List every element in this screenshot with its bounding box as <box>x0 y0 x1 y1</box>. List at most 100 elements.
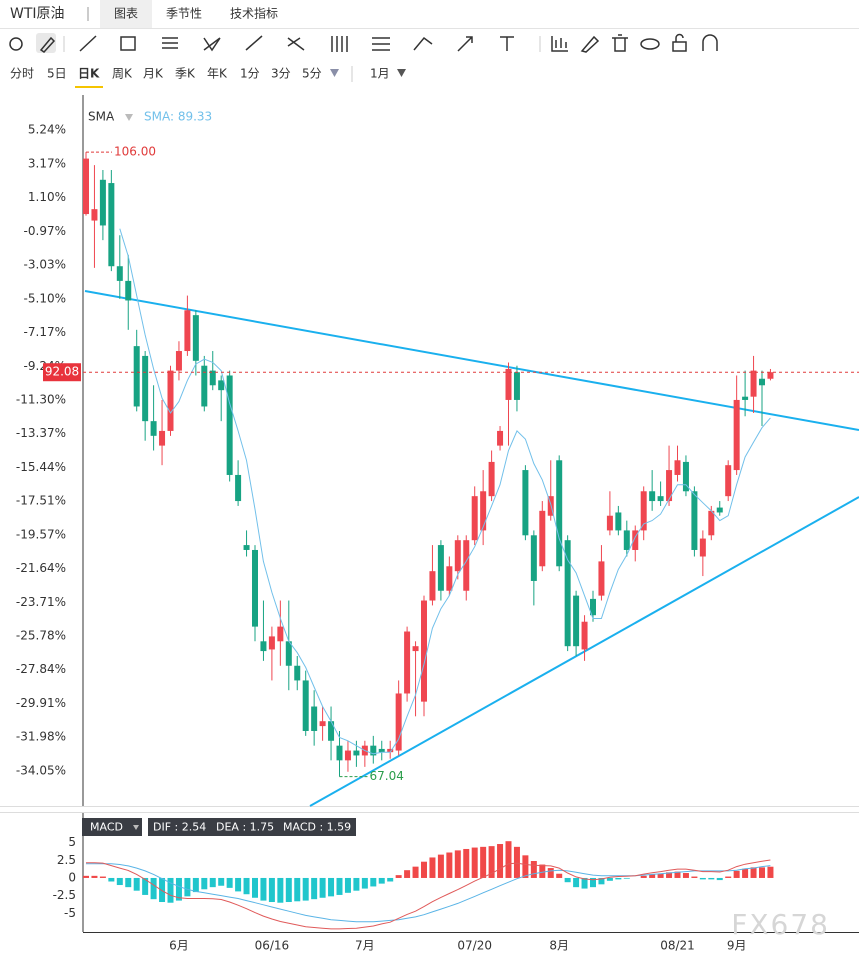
icon[interactable] <box>457 36 473 52</box>
period-option[interactable]: 周K <box>112 67 133 81</box>
tab[interactable]: 图表 <box>114 7 138 21</box>
candle-body <box>125 280 132 301</box>
dropdown-arrow[interactable] <box>125 114 133 121</box>
macd-bar <box>277 877 284 903</box>
x-tick-label: 6月 <box>169 939 189 953</box>
icon[interactable] <box>372 37 390 51</box>
period-option[interactable]: 5日 <box>47 67 67 81</box>
icon[interactable] <box>675 33 684 43</box>
macd-bar <box>522 855 529 878</box>
candle-body <box>83 158 89 215</box>
candle-body <box>285 641 292 666</box>
macd-bar <box>116 877 123 886</box>
candle-body <box>556 460 563 567</box>
y-tick-label: 1.10% <box>28 190 66 204</box>
candle-body <box>581 621 588 650</box>
icon[interactable] <box>120 36 136 51</box>
tab[interactable]: 技术指标 <box>230 6 278 21</box>
candle-body <box>750 370 757 397</box>
candle-body <box>742 396 749 400</box>
candle-body <box>699 538 706 557</box>
icon[interactable] <box>245 35 263 51</box>
macd-bar <box>159 877 166 903</box>
trend-line[interactable] <box>84 290 859 431</box>
candle-body <box>268 636 275 650</box>
macd-bar <box>404 870 411 878</box>
dropdown-arrow[interactable] <box>397 69 406 77</box>
macd-bar <box>91 875 98 878</box>
candle-body <box>378 748 385 753</box>
macd-bar <box>142 877 149 895</box>
candle-body <box>716 507 723 513</box>
candle-body <box>480 491 487 531</box>
macd-bar <box>209 877 216 888</box>
candle-body <box>201 365 208 407</box>
dif-line <box>86 859 771 930</box>
macd-legend-box[interactable] <box>82 818 142 836</box>
candle-body <box>598 561 605 596</box>
icon[interactable] <box>287 37 305 51</box>
candle-body <box>657 496 664 502</box>
period-option[interactable]: 3分 <box>271 67 291 81</box>
candle-body <box>513 372 520 400</box>
macd-bar <box>759 867 765 878</box>
period-option[interactable]: 1分 <box>240 67 260 81</box>
macd-bar <box>150 877 157 900</box>
macd-bar <box>319 877 326 898</box>
icon[interactable] <box>9 37 23 51</box>
period-option[interactable]: 5分 <box>302 67 322 81</box>
candle-body <box>488 461 495 497</box>
macd-bar <box>421 861 427 878</box>
candle-body <box>564 540 571 647</box>
period-option[interactable]: 日K <box>78 67 100 81</box>
macd-bar <box>378 877 385 884</box>
candle-body <box>192 315 199 361</box>
macd-bar <box>708 877 715 880</box>
y-tick-label: 0 <box>68 870 76 884</box>
icon[interactable] <box>612 34 628 52</box>
icon[interactable] <box>203 37 221 52</box>
candle-body <box>133 346 140 407</box>
y-tick-label: -17.51% <box>16 494 66 508</box>
y-tick-label: -19.57% <box>16 527 66 541</box>
macd-bar <box>353 877 360 891</box>
icon[interactable] <box>702 34 718 51</box>
period-option[interactable]: 分时 <box>10 67 34 81</box>
candle-body <box>116 266 123 281</box>
range-selector[interactable]: 1月 <box>370 67 390 81</box>
macd-bar <box>547 868 554 878</box>
y-tick-label: -21.64% <box>16 561 66 575</box>
macd-bar <box>108 877 115 882</box>
icon[interactable] <box>500 36 514 51</box>
macd-bar <box>556 873 563 878</box>
icon[interactable] <box>580 35 600 53</box>
icon[interactable] <box>551 36 568 52</box>
macd-bar <box>682 873 689 878</box>
icon[interactable] <box>162 37 178 49</box>
icon[interactable] <box>640 38 660 50</box>
candle-body <box>302 680 309 731</box>
icon[interactable] <box>413 36 433 51</box>
macd-bar <box>463 848 470 878</box>
icon[interactable] <box>39 36 56 53</box>
period-option[interactable]: 季K <box>175 67 196 81</box>
icon[interactable] <box>331 36 348 52</box>
macd-bar <box>480 846 487 878</box>
dropdown-arrow[interactable] <box>133 825 139 830</box>
tab[interactable]: 季节性 <box>166 7 202 21</box>
dropdown-arrow[interactable] <box>330 69 339 77</box>
icon[interactable] <box>672 41 687 52</box>
candle-body <box>370 745 377 756</box>
macd-bar <box>564 877 571 883</box>
y-tick-label: -34.05% <box>16 763 66 777</box>
dea-value: DEA : 1.75 <box>216 821 274 834</box>
period-option[interactable]: 月K <box>143 67 164 81</box>
macd-bar <box>175 877 182 901</box>
macd-bar <box>370 877 377 887</box>
candle-body <box>353 750 360 756</box>
last-price-label: 92.08 <box>45 365 79 379</box>
icon[interactable] <box>79 35 97 52</box>
period-option[interactable]: 年K <box>207 67 228 81</box>
